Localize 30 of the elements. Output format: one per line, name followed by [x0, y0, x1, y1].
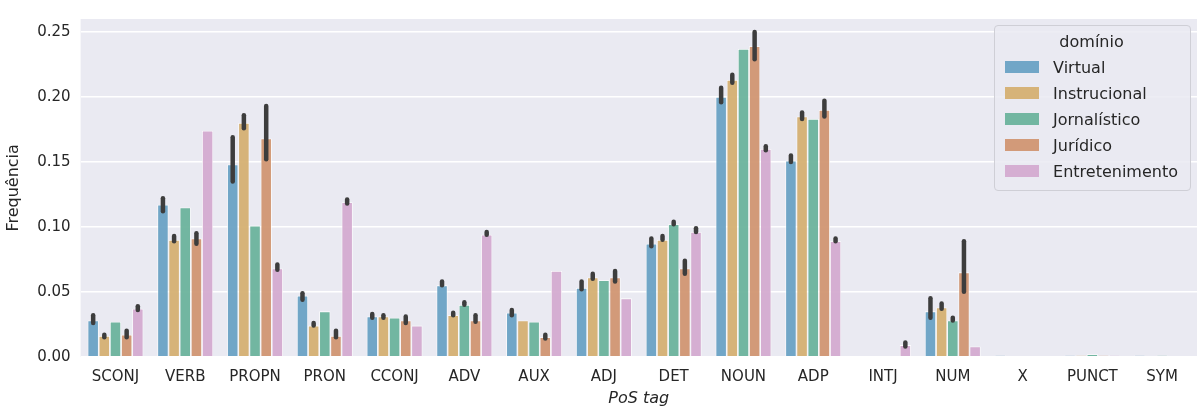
x-tick-label: CCONJ [370, 366, 419, 385]
x-tick-label: INTJ [868, 366, 898, 385]
y-tick-label: 0.10 [37, 216, 71, 235]
legend-label: Virtual [1053, 57, 1106, 77]
legend-title: domínio [1058, 32, 1125, 51]
y-tick-label: 0.05 [37, 281, 71, 300]
x-tick-label: AUX [518, 366, 550, 385]
x-tick-label: ADV [448, 366, 481, 385]
x-tick-label: PROPN [229, 366, 281, 385]
x-tick-label: SCONJ [91, 366, 140, 385]
legend-label: Entretenimento [1053, 161, 1178, 181]
x-tick-label: VERB [165, 366, 206, 385]
y-tick-label: 0.25 [37, 21, 71, 40]
y-tick-label: 0.20 [37, 86, 71, 105]
y-axis-title: Frequência [2, 144, 22, 232]
legend-label: Jornalístico [1053, 109, 1141, 129]
legend-label: Jurídico [1053, 135, 1113, 155]
y-tick-label: 0.15 [37, 151, 71, 170]
x-tick-label: ADJ [590, 366, 618, 385]
x-tick-label: NOUN [720, 366, 767, 385]
x-tick-label: PUNCT [1066, 366, 1119, 385]
x-tick-label: ADP [797, 366, 829, 385]
x-tick-label: X [1017, 366, 1028, 385]
x-tick-label: PRON [303, 366, 347, 385]
x-axis-title: PoS tag [608, 387, 670, 407]
x-tick-label: SYM [1146, 366, 1178, 385]
legend-label: Instrucional [1053, 83, 1147, 103]
y-tick-label: 0.00 [37, 346, 71, 365]
x-tick-label: NUM [935, 366, 971, 385]
x-tick-label: DET [658, 366, 690, 385]
